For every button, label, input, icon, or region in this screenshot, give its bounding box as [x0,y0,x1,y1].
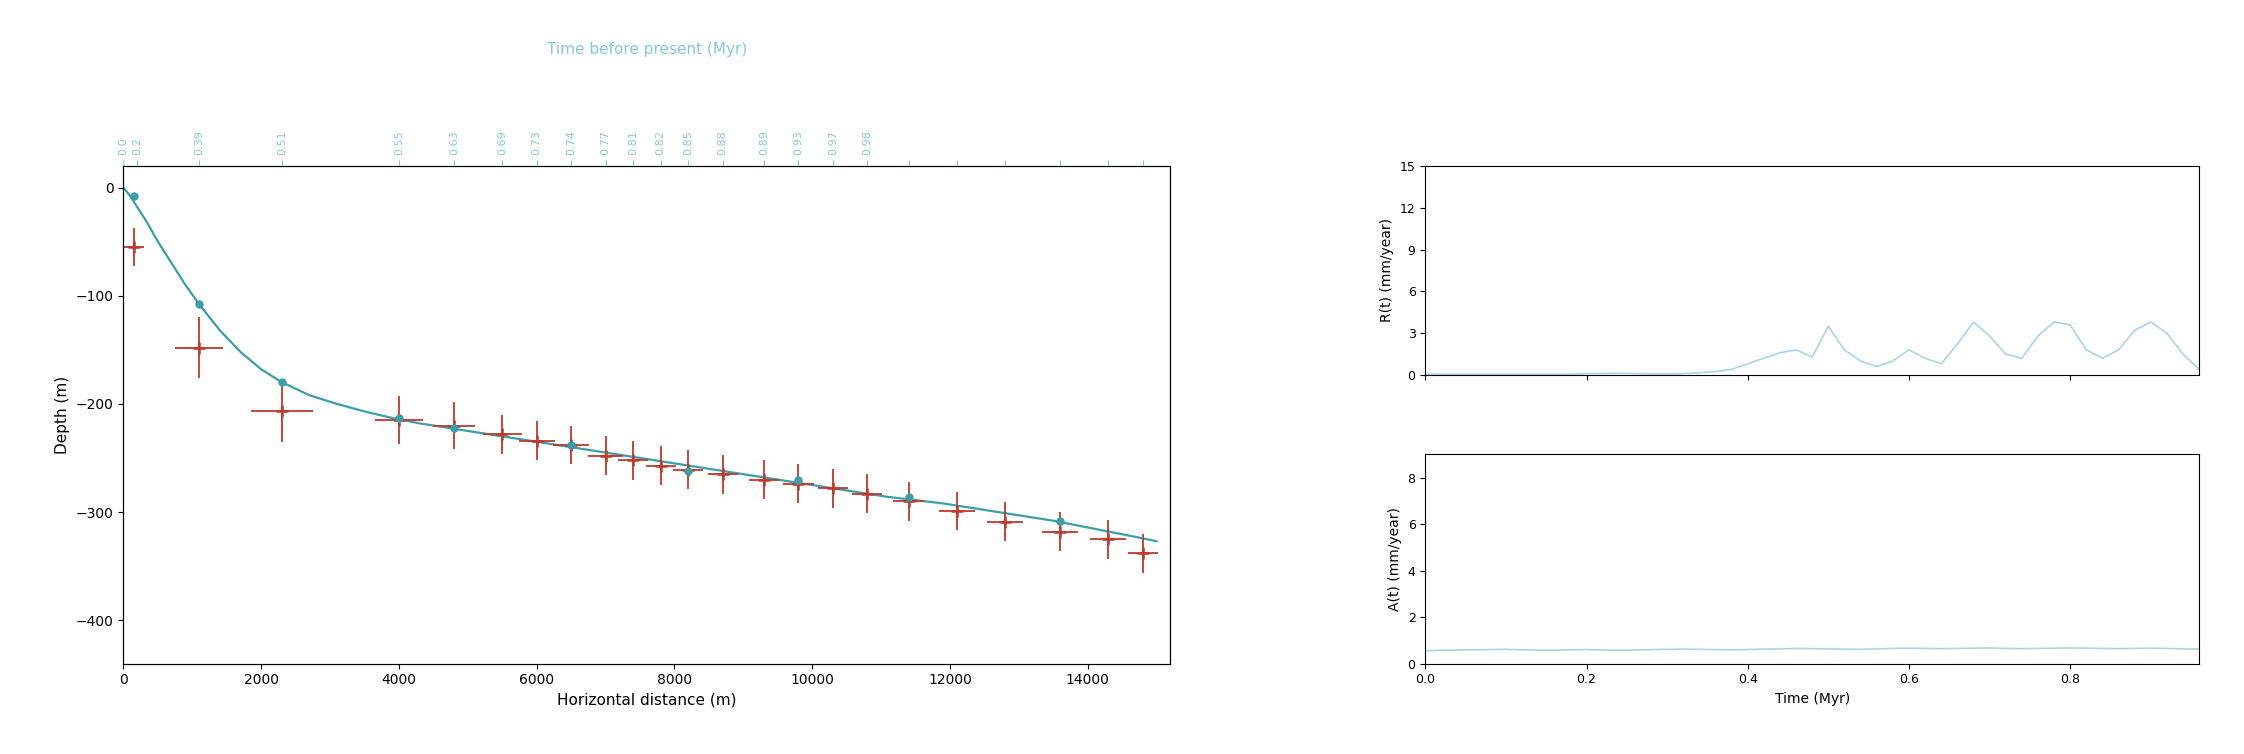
Y-axis label: R(t) (mm/year): R(t) (mm/year) [1380,219,1394,323]
X-axis label: Time (Myr): Time (Myr) [1775,692,1849,706]
X-axis label: Horizontal distance (m): Horizontal distance (m) [557,693,736,708]
X-axis label: Time before present (Myr): Time before present (Myr) [548,42,747,57]
Y-axis label: Depth (m): Depth (m) [56,375,70,454]
Y-axis label: A(t) (mm/year): A(t) (mm/year) [1389,507,1402,611]
